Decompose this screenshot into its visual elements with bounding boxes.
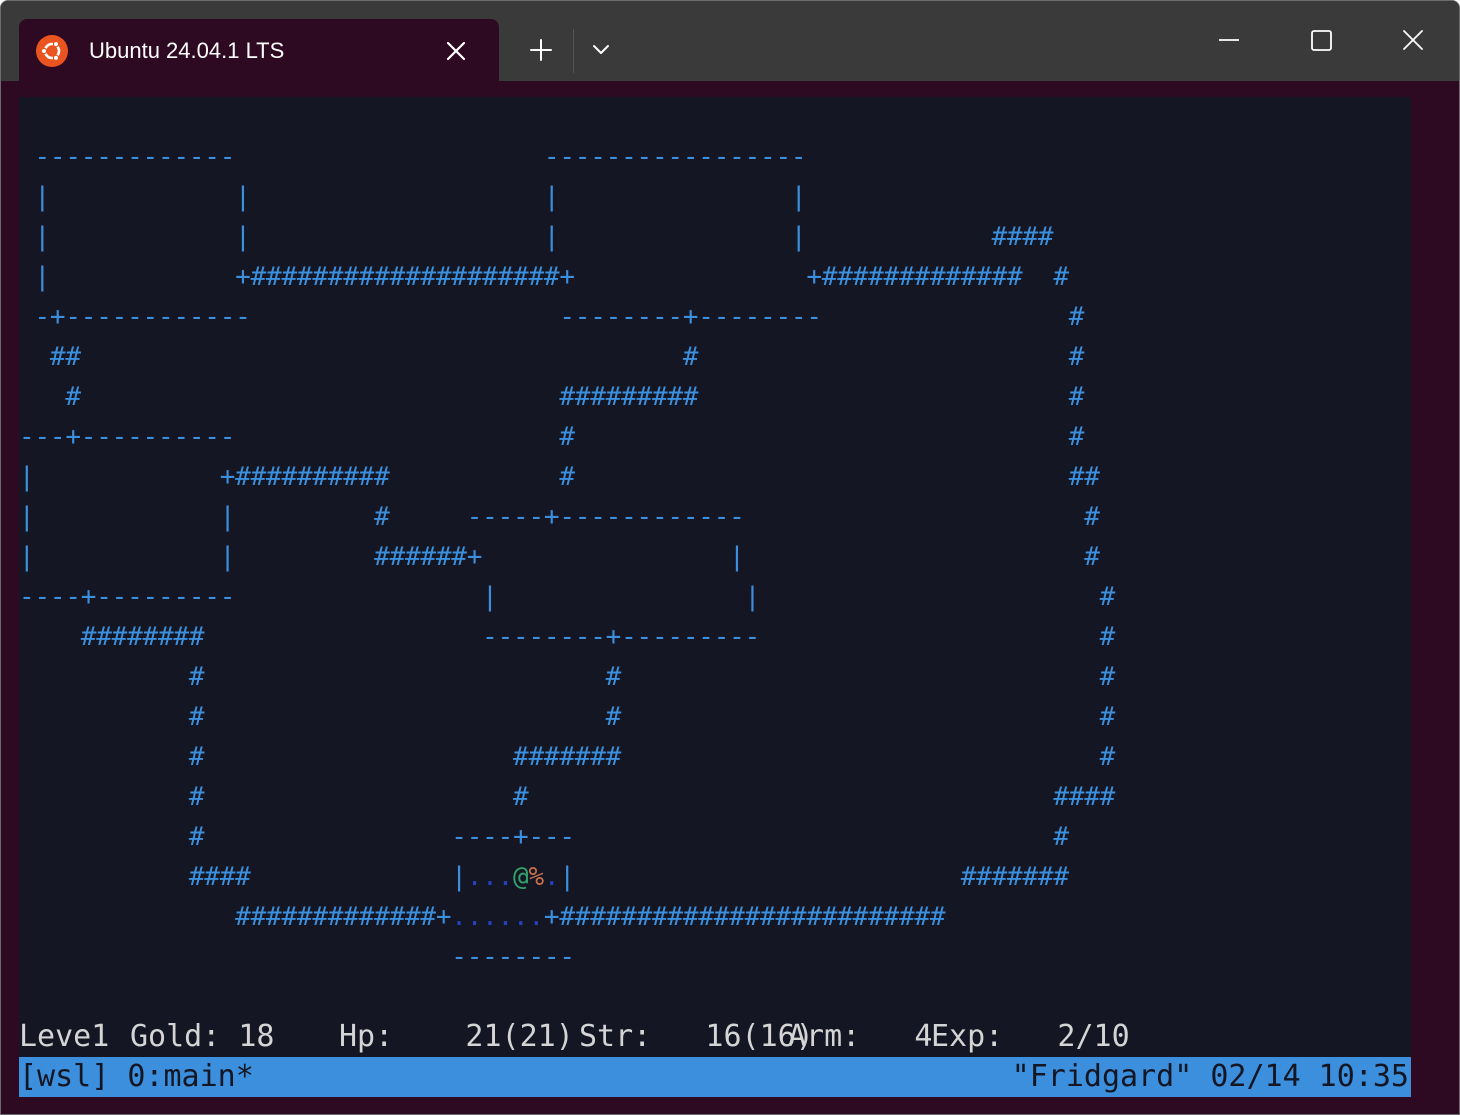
map-row: # # # (188, 662, 1116, 692)
map-row: # # #### (188, 782, 1116, 812)
minimize-button[interactable] (1201, 21, 1257, 61)
tmux-status-bar: [wsl] 0:main* "Fridgard" 02/14 10:35 (19, 1057, 1411, 1097)
map-row: # # # (188, 702, 1116, 732)
maximize-icon (1311, 30, 1332, 51)
tmux-session-window: [wsl] 0:main* (19, 1059, 254, 1094)
window-close-button[interactable] (1385, 21, 1441, 61)
game-status-line: Leve1 Gold: 18 Hp: 21(21) Str: 16(16) Ar… (19, 1017, 1411, 1057)
map-row: | | | | (34, 182, 807, 212)
tab-dropdown-button[interactable] (583, 31, 619, 69)
new-tab-button[interactable] (521, 31, 561, 69)
map-row: ######## --------+--------- # (80, 622, 1116, 652)
map-row: -------- (451, 942, 575, 972)
map-row: ## # # (49, 342, 1085, 372)
tab-title: Ubuntu 24.04.1 LTS (89, 38, 285, 63)
map-row: # ######### # (65, 382, 1085, 412)
map-row: ------------- ----------------- (34, 142, 807, 172)
close-icon (1403, 30, 1423, 50)
status-exp: Exp: 2/10 (931, 1019, 1130, 1054)
map-row: | +####################+ +############# … (34, 262, 1069, 292)
status-arm: Arm: 4 (788, 1019, 933, 1054)
map-row: # ----+--- # (188, 822, 1069, 852)
close-icon (446, 41, 466, 61)
minimize-icon (1219, 39, 1239, 41)
map-row: -+------------ --------+-------- # (34, 302, 1085, 332)
titlebar-divider (573, 29, 574, 73)
food-glyph: % (528, 862, 544, 892)
map-row: ---+---------- # # (19, 422, 1085, 452)
status-hp: Hp: 21(21) (339, 1019, 574, 1054)
map-row: | | # -----+------------ # (19, 502, 1100, 532)
ubuntu-logo-icon (36, 35, 68, 67)
plus-icon (530, 39, 552, 61)
status-level: Leve1 (19, 1019, 110, 1054)
map-row: | | | | #### (34, 222, 1054, 252)
map-row: #############+......+###################… (235, 902, 946, 932)
map-row: | | ######+ | # (19, 542, 1100, 572)
map-row: # ####### # (188, 742, 1116, 772)
chevron-down-icon (593, 45, 609, 54)
map-row: ----+--------- | | # (19, 582, 1116, 612)
status-gold: Gold: 18 (130, 1019, 275, 1054)
player-glyph: @ (513, 862, 529, 892)
tmux-host-clock: "Fridgard" 02/14 10:35 (1011, 1059, 1409, 1094)
maximize-button[interactable] (1293, 21, 1349, 61)
title-bar: Ubuntu 24.04.1 LTS (1, 1, 1459, 81)
terminal-viewport[interactable]: ------------- ----------------- | | | | … (19, 97, 1411, 1097)
map-row: | +########## # ## (19, 462, 1100, 492)
status-str: Str: 16(16) (579, 1019, 814, 1054)
tab-close-button[interactable] (439, 35, 473, 67)
tab-ubuntu[interactable]: Ubuntu 24.04.1 LTS (19, 19, 499, 81)
map-row: #### |...@%.| ####### (188, 862, 1069, 892)
